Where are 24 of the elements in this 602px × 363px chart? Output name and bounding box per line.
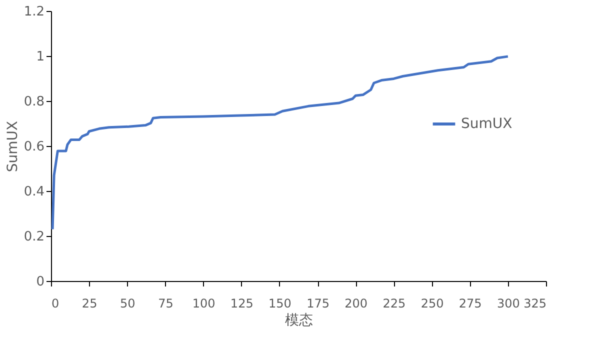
x-tick-label: 200 [344, 296, 368, 310]
legend-label: SumUX [461, 116, 513, 132]
y-tick-label: 1 [36, 50, 44, 64]
x-tick-label: 175 [306, 296, 330, 310]
y-tick-label: 0.8 [24, 94, 44, 110]
y-tick-label: 0 [36, 274, 44, 290]
y-tick-label: 0.4 [24, 184, 44, 200]
x-tick-label: 225 [382, 296, 406, 310]
y-tick-label: 1.2 [24, 4, 44, 20]
x-tick-label: 150 [268, 296, 292, 310]
x-tick-label: 325 [524, 296, 546, 310]
x-tick-label: 275 [458, 296, 482, 310]
y-axis-title: SumUX [4, 120, 21, 172]
x-tick-label: 100 [192, 296, 216, 310]
x-tick-label: 0 [52, 296, 60, 310]
x-tick-label: 125 [230, 296, 254, 310]
x-axis-title: 模态 [285, 312, 313, 328]
x-tick-label: 50 [120, 296, 136, 310]
y-tick-label: 0.6 [24, 140, 44, 154]
y-tick-label: 0.2 [24, 230, 44, 244]
x-tick-label: 250 [420, 296, 444, 310]
x-tick-label: 25 [82, 296, 98, 310]
x-tick-label: 300 [496, 296, 520, 310]
x-tick-label: 75 [158, 296, 174, 310]
